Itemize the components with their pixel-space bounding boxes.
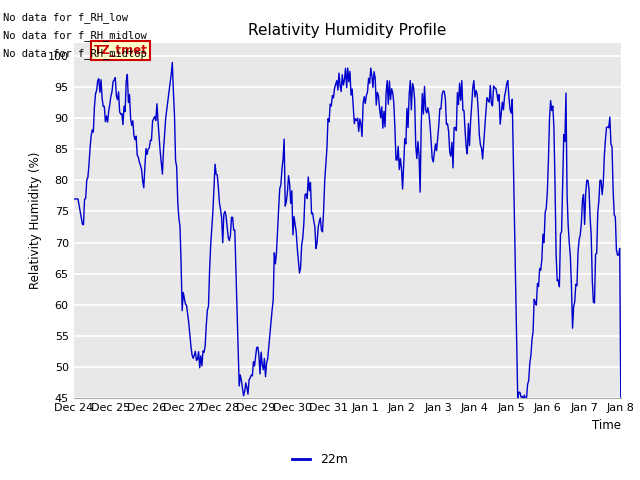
Legend: 22m: 22m: [287, 448, 353, 471]
Text: No data for f_RH_midlow: No data for f_RH_midlow: [3, 30, 147, 41]
Text: No data for f_RH_low: No data for f_RH_low: [3, 12, 128, 23]
Text: No data for f_RH_midtop: No data for f_RH_midtop: [3, 48, 147, 60]
Title: Relativity Humidity Profile: Relativity Humidity Profile: [248, 23, 446, 38]
X-axis label: Time: Time: [592, 419, 621, 432]
Text: TZ_tmet: TZ_tmet: [93, 45, 148, 58]
Y-axis label: Relativity Humidity (%): Relativity Humidity (%): [29, 152, 42, 289]
